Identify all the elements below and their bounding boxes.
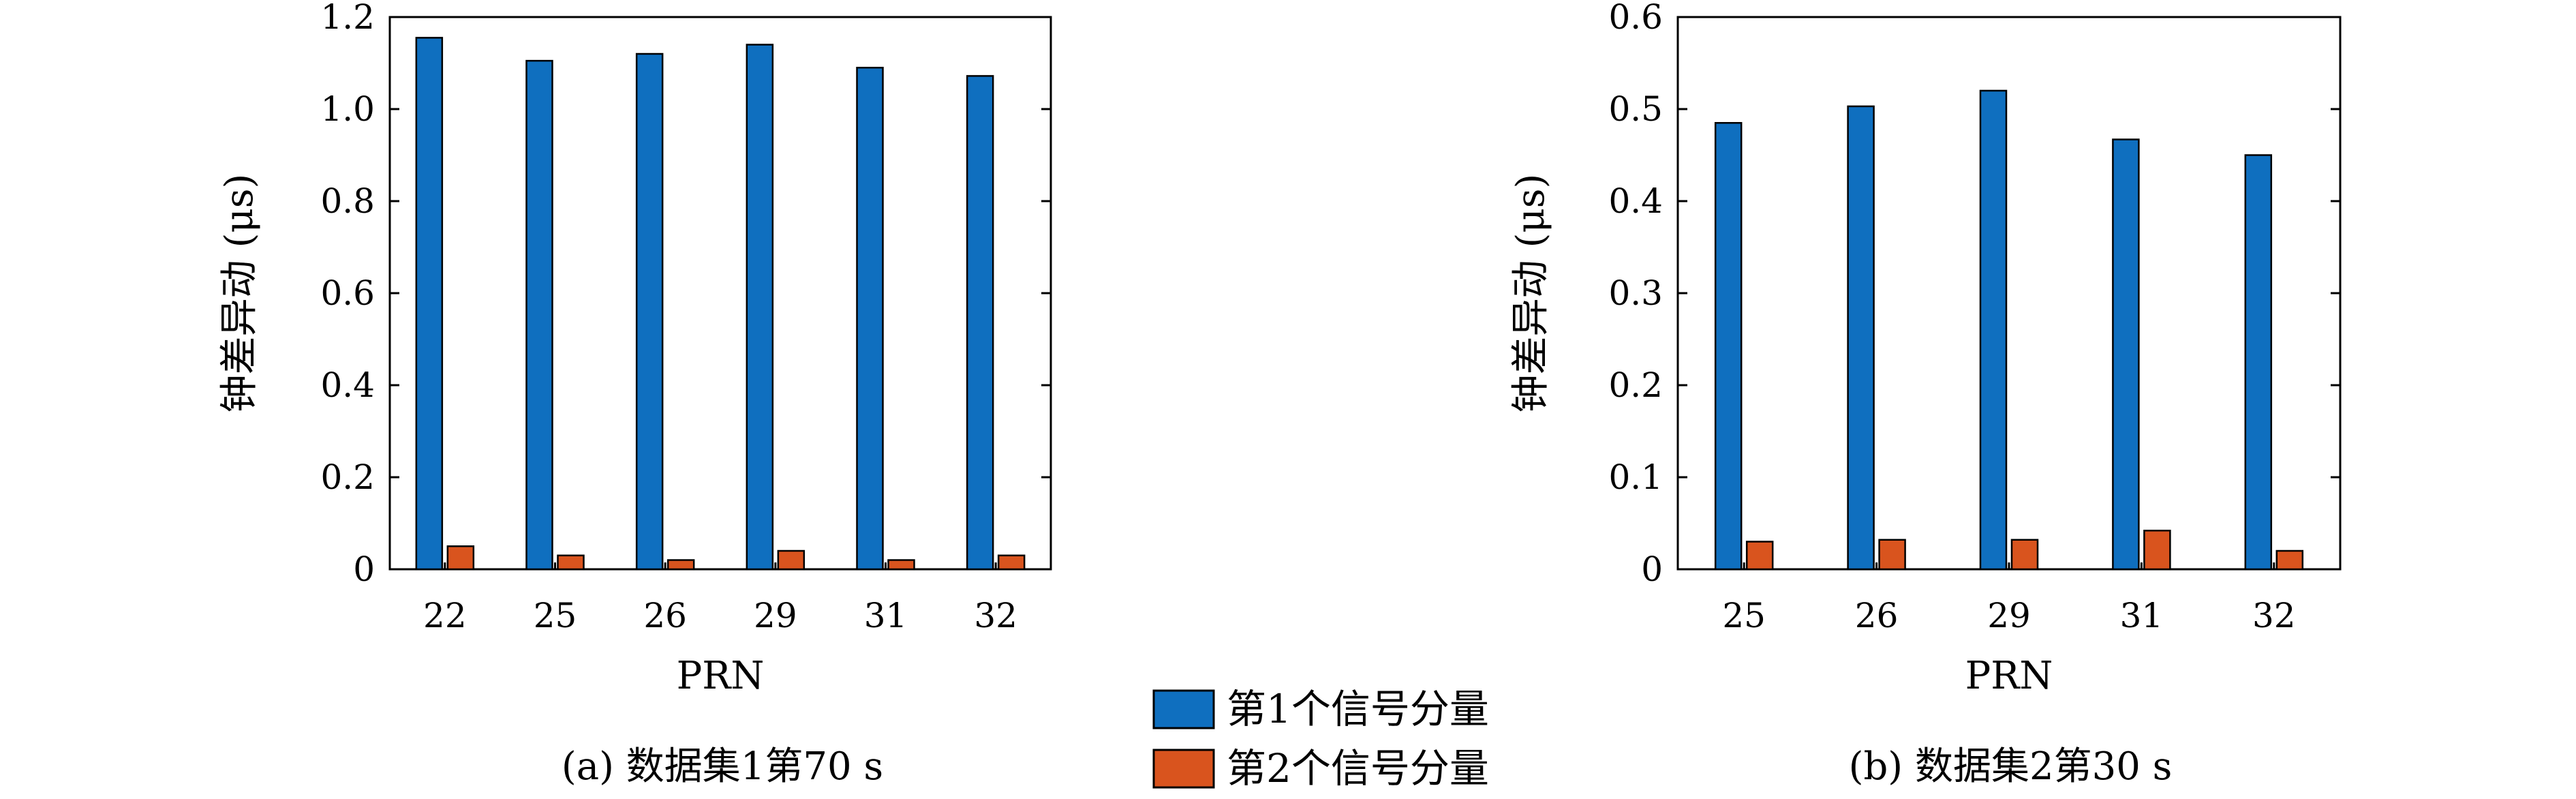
legend: 第1个信号分量 第2个信号分量 — [1152, 686, 1489, 792]
panel-a-ytick-label: 0.8 — [320, 181, 375, 221]
panel-a-bar-series-2-prn-32 — [997, 554, 1026, 571]
panel-a-bar-series-1-prn-26 — [635, 52, 664, 571]
panel-a-ytick-label: 1.2 — [320, 0, 375, 37]
panel-a-bar-series-2-prn-29 — [777, 549, 806, 571]
panel-b-xtick-label: 29 — [1987, 596, 2031, 635]
panel-a-bar-series-1-prn-32 — [966, 75, 994, 571]
panel-b-xtick-label: 26 — [1855, 596, 1899, 635]
panel-b-ytick-label: 0 — [1641, 549, 1663, 589]
panel-a-bar-series-2-prn-25 — [557, 554, 585, 571]
panel-a-xaxis-label: PRN — [677, 654, 765, 698]
panel-b-bar-series-2-prn-31 — [2143, 530, 2171, 571]
panel-a-xtick-label: 29 — [754, 596, 797, 635]
panel-a-xtick-label: 32 — [974, 596, 1017, 635]
panel-a-ytick-label: 1.0 — [320, 89, 375, 129]
panel-a-ytick-label: 0.4 — [320, 365, 375, 405]
panel-a-xtick-label: 31 — [864, 596, 908, 635]
panel-a-xtick-label: 26 — [643, 596, 687, 635]
panel-b-yaxis-label: 钟差异动 (μs) — [1509, 174, 1553, 413]
panel-a-bar-series-1-prn-29 — [746, 44, 774, 571]
panel-b-bar-series-2-prn-29 — [2010, 539, 2039, 571]
panel-b-xtick-label: 31 — [2120, 596, 2164, 635]
legend-swatch-series-2 — [1152, 749, 1215, 789]
panel-a: 0 0.2 0.4 0.6 0.8 1.0 1.2 22 25 26 29 31 32 PRN 钟差异动 (… — [217, 0, 1052, 789]
panel-b-ytick-label: 0.5 — [1608, 89, 1663, 129]
panel-a-yaxis-label: 钟差异动 (μs) — [217, 174, 262, 413]
panel-b: 0 0.1 0.2 0.3 0.4 0.5 0.6 25 26 29 31 32 PRN 钟差异动 (μs… — [1509, 0, 2342, 789]
panel-a-bar-series-1-prn-25 — [525, 59, 553, 571]
panel-b-bar-series-2-prn-26 — [1878, 539, 1906, 571]
panel-b-xtick-label: 32 — [2252, 596, 2296, 635]
panel-a-plot-frame — [388, 16, 1052, 571]
panel-b-ytick-label: 0.1 — [1608, 457, 1663, 497]
panel-a-caption: (a) 数据集1第70 s — [562, 744, 883, 789]
panel-a-ytick-label: 0.6 — [320, 273, 375, 313]
panel-b-ytick-label: 0.3 — [1608, 273, 1663, 313]
panel-b-caption: (b) 数据集2第30 s — [1849, 744, 2173, 789]
panel-a-bar-series-1-prn-22 — [415, 37, 444, 571]
panel-a-xtick-label: 25 — [534, 596, 577, 635]
panel-b-ytick-label: 0.6 — [1608, 0, 1663, 37]
panel-a-xtick-label: 22 — [423, 596, 467, 635]
legend-label-series-1: 第1个信号分量 — [1227, 686, 1489, 732]
legend-swatch-series-1 — [1152, 689, 1215, 729]
panel-b-ytick-label: 0.2 — [1608, 365, 1663, 405]
panel-b-bar-series-1-prn-25 — [1714, 122, 1743, 571]
panel-b-xaxis-label: PRN — [1965, 654, 2053, 698]
panel-a-bar-series-2-prn-26 — [666, 559, 695, 571]
legend-label-series-2: 第2个信号分量 — [1227, 745, 1489, 792]
panel-b-bar-series-2-prn-25 — [1745, 541, 1774, 571]
panel-a-ytick-label: 0.2 — [320, 457, 375, 497]
panel-b-bar-series-1-prn-31 — [2112, 138, 2140, 571]
panel-b-ytick-label: 0.4 — [1608, 181, 1663, 221]
panel-b-bar-series-1-prn-26 — [1847, 105, 1875, 571]
panel-b-bar-series-1-prn-32 — [2244, 154, 2273, 571]
panel-a-ytick-label: 0 — [353, 549, 375, 589]
panel-b-bar-series-2-prn-32 — [2275, 549, 2304, 571]
panel-a-bar-series-2-prn-31 — [887, 559, 915, 571]
panel-b-xtick-label: 25 — [1722, 596, 1766, 635]
panel-b-plot-frame — [1676, 16, 2342, 571]
panel-b-bar-series-1-prn-29 — [1979, 89, 2008, 571]
panel-a-bar-series-1-prn-31 — [856, 67, 884, 571]
panel-a-bar-series-2-prn-22 — [446, 545, 475, 571]
